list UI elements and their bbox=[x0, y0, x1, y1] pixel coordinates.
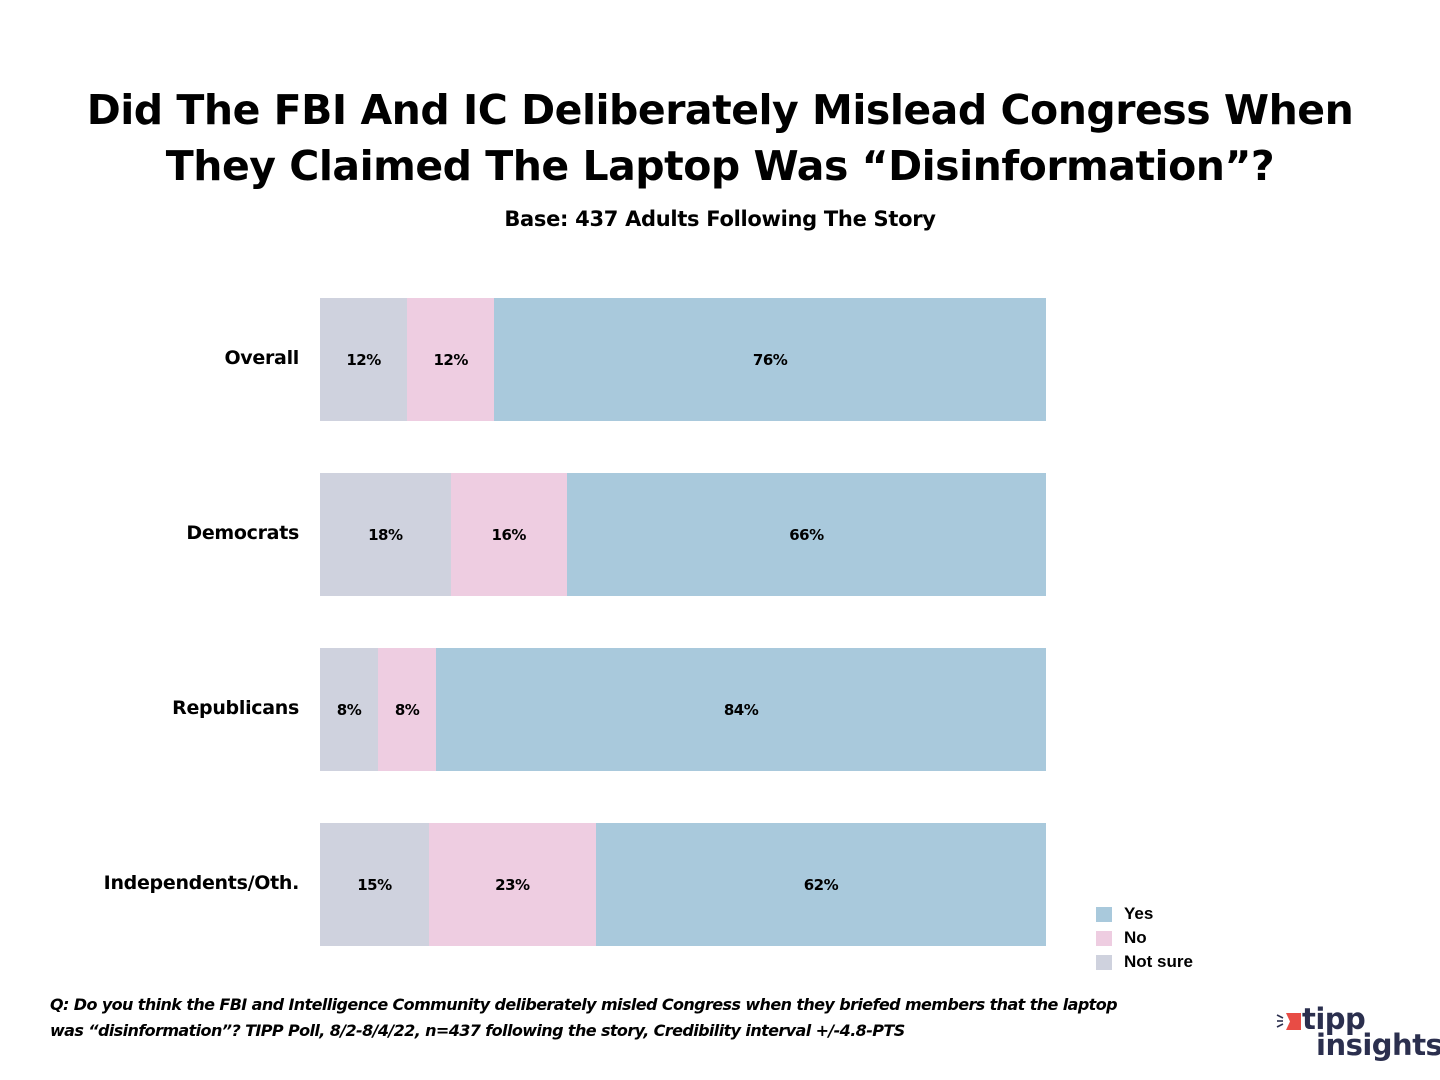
segment-not-sure: 18% bbox=[320, 473, 451, 596]
logo-text-tipp: tipp bbox=[1302, 1002, 1366, 1036]
tipp-insights-logo: tipp insights bbox=[1276, 1002, 1440, 1064]
segment-not-sure: 8% bbox=[320, 648, 379, 771]
legend-item-no: No bbox=[1096, 926, 1193, 950]
bar-democrats: 18% 16% 66% bbox=[320, 473, 1046, 596]
segment-no: 23% bbox=[428, 823, 596, 946]
bar-republicans: 8% 8% 84% bbox=[320, 648, 1046, 771]
segment-no: 12% bbox=[407, 298, 495, 421]
chart-subtitle: Base: 437 Adults Following The Story bbox=[504, 207, 936, 231]
row-label-democrats: Democrats bbox=[186, 522, 299, 544]
footnote-line2: was “disinformation”? TIPP Poll, 8/2-8/4… bbox=[50, 1021, 905, 1040]
chart-title: Did The FBI And IC Deliberately Mislead … bbox=[0, 82, 1440, 194]
segment-no: 8% bbox=[378, 648, 437, 771]
chart-title-line2: They Claimed The Laptop Was “Disinformat… bbox=[165, 142, 1275, 190]
bar-independents: 15% 23% 62% bbox=[320, 823, 1046, 946]
bar-overall: 12% 12% 76% bbox=[320, 298, 1046, 421]
row-label-republicans: Republicans bbox=[172, 697, 299, 719]
segment-not-sure: 15% bbox=[320, 823, 429, 946]
legend-item-not-sure: Not sure bbox=[1096, 950, 1193, 974]
chart-title-line1: Did The FBI And IC Deliberately Mislead … bbox=[86, 86, 1354, 134]
legend-item-yes: Yes bbox=[1096, 902, 1193, 926]
segment-yes: 62% bbox=[595, 823, 1046, 946]
logo-text-insights: insights bbox=[1316, 1028, 1440, 1062]
legend-swatch-yes bbox=[1096, 906, 1112, 922]
footnote: Q: Do you think the FBI and Intelligence… bbox=[50, 992, 1290, 1044]
legend-swatch-not-sure bbox=[1096, 954, 1112, 970]
segment-not-sure: 12% bbox=[320, 298, 408, 421]
legend-swatch-no bbox=[1096, 930, 1112, 946]
row-label-independents: Independents/Oth. bbox=[103, 872, 300, 894]
segment-yes: 76% bbox=[494, 298, 1046, 421]
logo-megaphone-icon bbox=[1276, 1013, 1301, 1030]
row-label-overall: Overall bbox=[224, 347, 299, 369]
legend-label-not-sure: Not sure bbox=[1124, 952, 1193, 971]
legend-label-yes: Yes bbox=[1124, 904, 1154, 923]
segment-no: 16% bbox=[450, 473, 567, 596]
chart-legend: Yes No Not sure bbox=[1096, 902, 1193, 974]
segment-yes: 84% bbox=[436, 648, 1046, 771]
footnote-line1: Q: Do you think the FBI and Intelligence… bbox=[50, 995, 1118, 1014]
legend-label-no: No bbox=[1124, 928, 1147, 947]
segment-yes: 66% bbox=[566, 473, 1046, 596]
